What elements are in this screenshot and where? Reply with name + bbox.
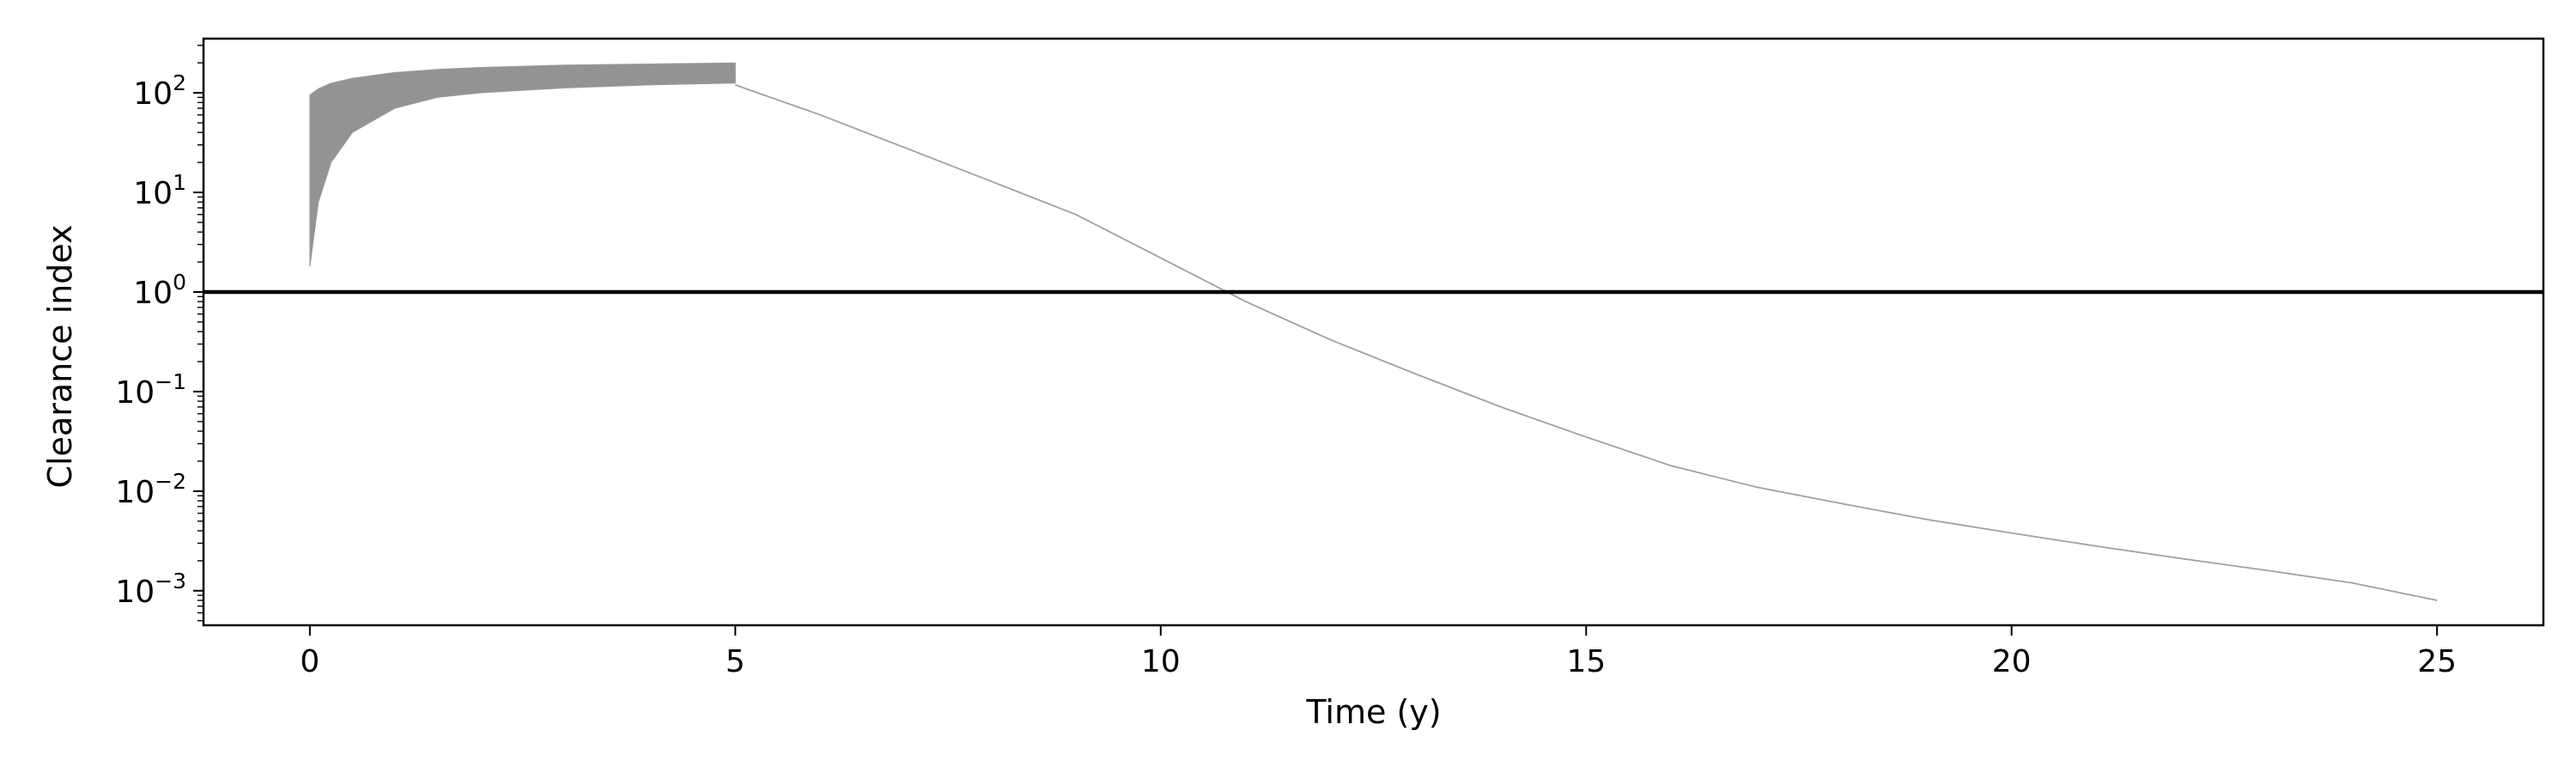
x-tick-label: 20 [1992,644,2032,679]
x-tick-label: 25 [2417,644,2457,679]
x-axis-label: Time (y) [1305,693,1441,731]
x-tick-label: 15 [1566,644,1606,679]
y-tick-label: 10−1 [115,369,186,411]
y-ticks: 10−3 10−2 10−1 100 101 102 [115,45,204,622]
plot-frame [202,37,2545,627]
y-axis-label: Clearance index [41,224,79,488]
x-ticks: 0 5 10 15 20 25 [300,625,2457,679]
series-line-0 [735,84,2438,601]
plot-border [202,37,2545,627]
y-tick-label: 100 [133,270,186,311]
series-lines [735,84,2438,601]
y-tick-label: 10−2 [115,469,186,510]
y-tick-label: 102 [133,70,186,112]
x-tick-label: 10 [1141,644,1181,679]
x-tick-label: 0 [300,644,319,679]
band-area [309,62,736,267]
y-tick-label: 101 [133,170,186,211]
x-tick-label: 5 [726,644,745,679]
uncertainty-band [309,62,736,267]
y-tick-label: 10−3 [115,569,186,610]
